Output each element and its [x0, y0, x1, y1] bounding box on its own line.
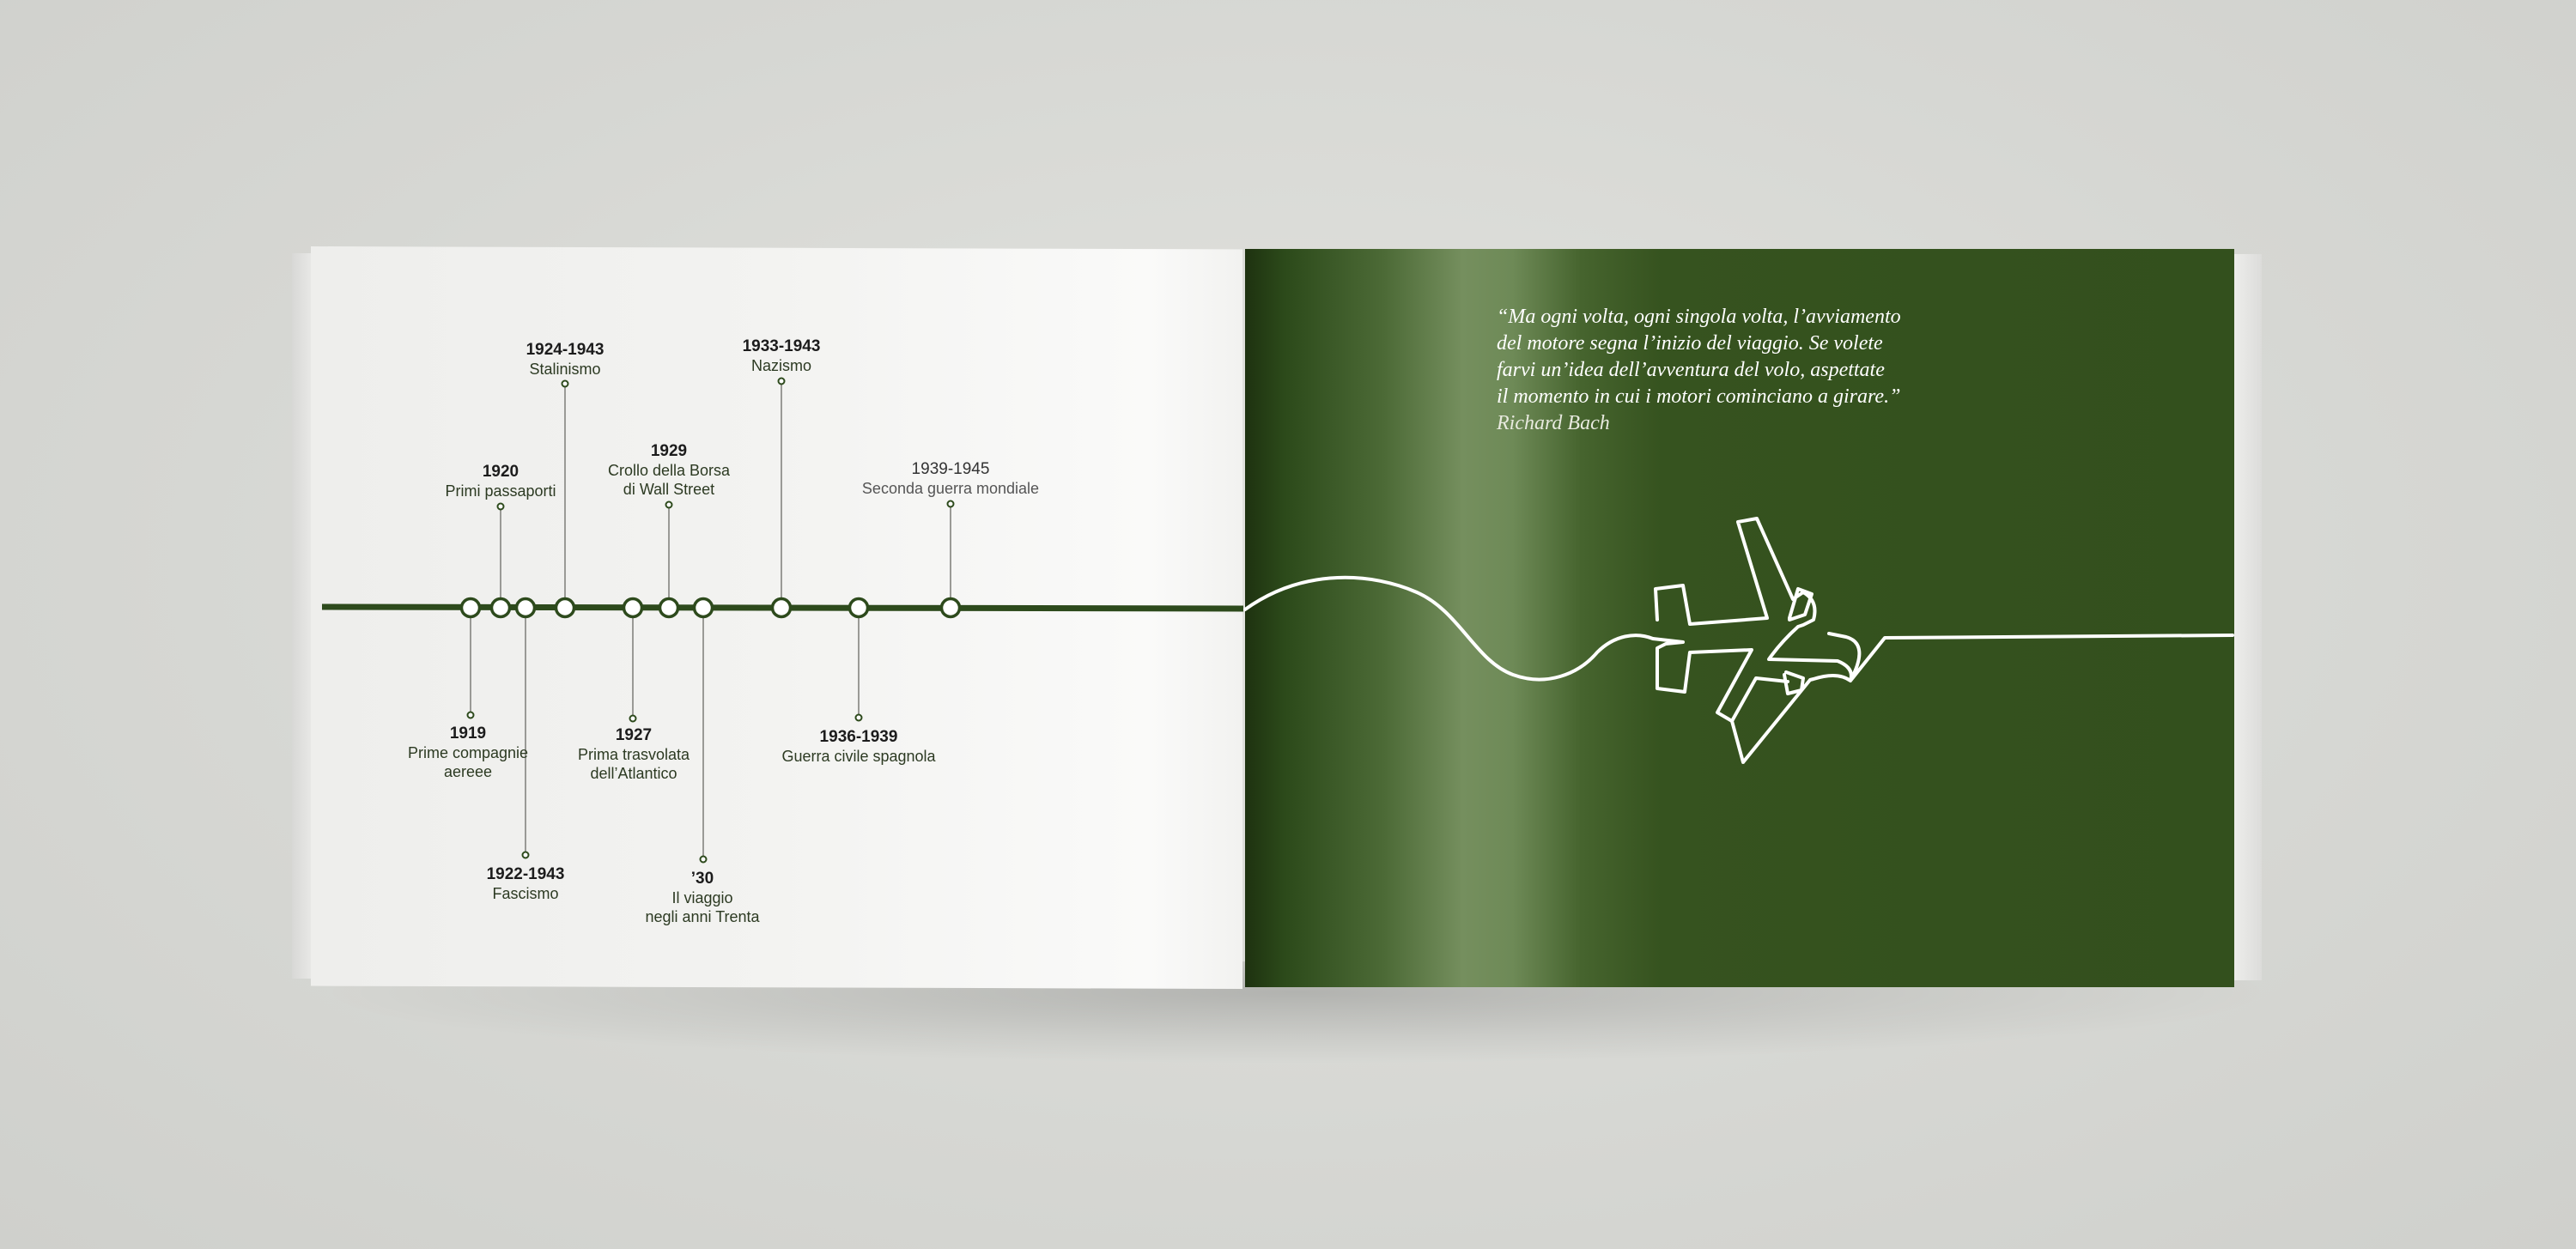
event-desc: Seconda guerra mondiale [861, 480, 1040, 497]
quote-line: del motore segna l’inizio del viaggio. S… [1497, 332, 1883, 355]
event-desc-line2: di Wall Street [623, 481, 715, 498]
event-1933-1943: 1933-1943 Nazismo [743, 337, 821, 375]
event-desc: Stalinismo [529, 361, 601, 378]
event-year: 1927 [615, 726, 653, 744]
quote-block: “Ma ogni volta, ogni singola volta, l’av… [1497, 304, 1943, 437]
event-1927: 1927 Prima trasvolata dell’Atlantico [578, 726, 690, 783]
event-year: 1919 [449, 725, 487, 743]
connector-dots-down [466, 711, 863, 864]
quote-line: “Ma ogni volta, ogni singola volta, l’av… [1497, 306, 1901, 328]
quote-line: il momento in cui i motori cominciano a … [1497, 385, 1901, 408]
connectors-down [470, 615, 860, 859]
event-1929: 1929 Crollo della Borsa di Wall Street [608, 442, 730, 499]
event-desc-line2: aereee [443, 763, 493, 780]
event-1919: 1919 Prime compagnie aereee [408, 725, 528, 781]
flight-path-line [1243, 575, 1655, 682]
event-year: 1939-1945 [911, 460, 990, 478]
quote-author: Richard Bach [1497, 412, 1610, 434]
event-year: 1929 [650, 442, 688, 460]
event-desc: Nazismo [750, 357, 811, 374]
event-desc: Prime compagnie [407, 744, 529, 761]
event-desc: Prima trasvolata [577, 746, 690, 763]
event-desc: Primi passaporti [445, 482, 556, 500]
left-page [311, 246, 1242, 989]
event-year: ’30 [690, 870, 714, 888]
quote-line: farvi un’idea dell’avventura del volo, a… [1497, 359, 1885, 381]
connector-dots-up [496, 377, 955, 511]
event-desc: Fascismo [492, 885, 559, 902]
event-1924-1943: 1924-1943 Stalinismo [526, 341, 605, 379]
event-desc-line2: negli anni Trenta [645, 908, 760, 925]
page-edges-right [2231, 254, 2262, 980]
event-desc: Guerra civile spagnola [781, 748, 936, 765]
event-year: 1933-1943 [742, 337, 821, 355]
event-desc: Crollo della Borsa [607, 462, 731, 479]
airplane-line-drawing-icon [1651, 517, 2234, 764]
event-desc-line2: dell’Atlantico [590, 765, 677, 782]
connectors-up [500, 381, 951, 601]
event-year: 1922-1943 [486, 865, 565, 883]
event-year: 1936-1939 [819, 728, 898, 746]
timeline-nodes [459, 597, 962, 619]
right-page [1245, 249, 2234, 987]
event-year: 1924-1943 [526, 341, 605, 359]
event-1939-1945: 1939-1945 Seconda guerra mondiale [862, 460, 1039, 498]
event-desc: Il viaggio [671, 889, 733, 906]
event-year: 1920 [482, 463, 519, 481]
event-1922-1943: 1922-1943 Fascismo [487, 865, 565, 903]
event-30: ’30 Il viaggio negli anni Trenta [645, 870, 759, 926]
event-1936-1939: 1936-1939 Guerra civile spagnola [781, 728, 935, 766]
event-1920: 1920 Primi passaporti [445, 463, 556, 500]
